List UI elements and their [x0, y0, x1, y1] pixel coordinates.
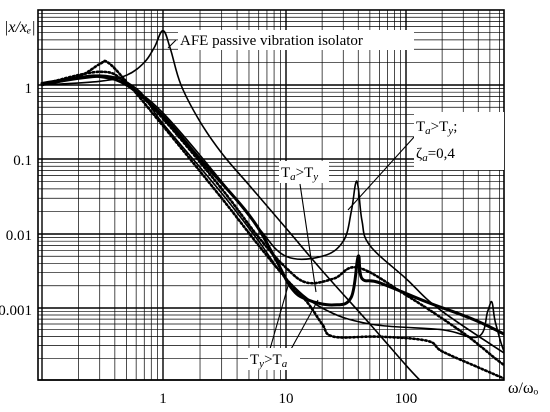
- y-tick-label: 0.01: [6, 228, 32, 244]
- y-tick-label: 0.1: [13, 153, 32, 169]
- y-tick-label: 1: [25, 81, 33, 97]
- annotation-leader: [167, 39, 177, 49]
- annotation-ta-gt-ty-mid: Ta>Ty: [281, 165, 318, 183]
- ta-ty-mid-label-bg: [279, 161, 329, 183]
- y-tick-label: 0.001: [0, 303, 32, 319]
- ta-ty-label-bg: [414, 112, 504, 170]
- x-tick-label: 10: [279, 391, 294, 407]
- grid: [38, 10, 504, 381]
- ann-main: ζ: [416, 146, 422, 162]
- annotation-leader: [347, 135, 416, 211]
- annotation-leader: [289, 299, 319, 352]
- annotation-afe: AFE passive vibration isolator: [180, 33, 363, 49]
- ann-sub2: y: [447, 125, 453, 137]
- series-line-1: [41, 29, 421, 380]
- series-line-3: [41, 76, 504, 354]
- ann-end: ;: [453, 119, 457, 135]
- x-tick-label: 100: [395, 391, 418, 407]
- series-line-6: [41, 74, 504, 354]
- annotation-leader: [299, 183, 317, 293]
- ann-mid: >T: [431, 119, 449, 135]
- leader-lines: [167, 39, 416, 352]
- ann-sub: y: [258, 358, 264, 370]
- afe-label-bg: [178, 30, 414, 50]
- ty-ta-label-bg: [248, 348, 300, 370]
- x-tick-label: 1: [159, 391, 167, 407]
- ann-main: T: [250, 352, 259, 368]
- annotation-leader: [269, 285, 289, 350]
- ann-sub: a: [422, 152, 428, 164]
- ann-mid: >T: [264, 352, 282, 368]
- ann-sub: a: [290, 171, 296, 183]
- plot-frame: [37, 9, 505, 381]
- ann-sub: a: [425, 125, 431, 137]
- annotation-ta-gt-ty: Ta>Ty;: [416, 119, 457, 137]
- ann-sub2: a: [282, 358, 288, 370]
- annotation-zeta: ζa=0,4: [416, 146, 455, 164]
- annotation-ty-gt-ta: Ty>Ta: [250, 352, 288, 370]
- ann-end: =0,4: [428, 146, 456, 162]
- ann-sub2: y: [312, 171, 318, 183]
- ann-main: T: [416, 119, 425, 135]
- ann-mid: >T: [296, 165, 314, 181]
- x-axis-label: ω/ωₒ: [508, 380, 539, 397]
- series-group: [40, 29, 504, 380]
- y-axis-label: |x/xₑ|: [4, 19, 36, 36]
- ann-main: T: [281, 165, 290, 181]
